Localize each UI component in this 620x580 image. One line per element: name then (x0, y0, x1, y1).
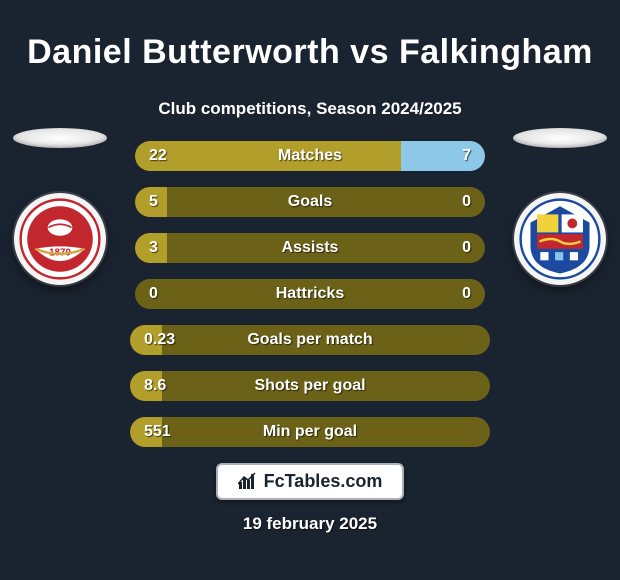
metric-bar: 5Goals0 (135, 187, 485, 217)
metric-row: 22Matches7 (0, 141, 620, 171)
page-title: Daniel Butterworth vs Falkingham (0, 23, 620, 76)
metric-value-right: 0 (417, 193, 471, 211)
metric-value-left: 551 (144, 423, 198, 441)
metric-value-left: 3 (149, 239, 203, 257)
metric-bar: 3Assists0 (135, 233, 485, 263)
metric-label: Hattricks (203, 285, 417, 303)
metric-label: Goals (203, 193, 417, 211)
metric-value-right: 7 (417, 147, 471, 165)
brand-badge[interactable]: FcTables.com (216, 463, 405, 500)
metric-label: Matches (203, 147, 417, 165)
metric-row: 0.23Goals per match (0, 325, 620, 355)
metric-value-left: 0 (149, 285, 203, 303)
metric-row: 0Hattricks0 (0, 279, 620, 309)
brand-name: FcTables.com (264, 471, 383, 492)
metric-label: Shots per goal (198, 377, 422, 395)
metric-row: 8.6Shots per goal (0, 371, 620, 401)
metric-bar: 0.23Goals per match (130, 325, 490, 355)
metric-row: 3Assists0 (0, 233, 620, 263)
metric-value-left: 8.6 (144, 377, 198, 395)
comparison-card: Daniel Butterworth vs Falkingham Club co… (0, 23, 620, 580)
metric-row: 551Min per goal (0, 417, 620, 447)
metrics-list: 22Matches75Goals03Assists00Hattricks00.2… (0, 141, 620, 447)
metric-label: Assists (203, 239, 417, 257)
metric-value-left: 5 (149, 193, 203, 211)
metric-bar: 0Hattricks0 (135, 279, 485, 309)
metric-bar: 8.6Shots per goal (130, 371, 490, 401)
subtitle: Club competitions, Season 2024/2025 (0, 99, 620, 119)
metric-label: Min per goal (198, 423, 422, 441)
metric-value-right: 0 (417, 285, 471, 303)
metric-bar: 551Min per goal (130, 417, 490, 447)
metric-value-left: 0.23 (144, 331, 198, 349)
metric-bar: 22Matches7 (135, 141, 485, 171)
metric-row: 5Goals0 (0, 187, 620, 217)
footer: FcTables.com 19 february 2025 (0, 463, 620, 534)
metric-value-left: 22 (149, 147, 203, 165)
metric-label: Goals per match (198, 331, 422, 349)
metric-value-right: 0 (417, 239, 471, 257)
chart-bars-icon (238, 472, 258, 490)
date-text: 19 february 2025 (0, 514, 620, 534)
